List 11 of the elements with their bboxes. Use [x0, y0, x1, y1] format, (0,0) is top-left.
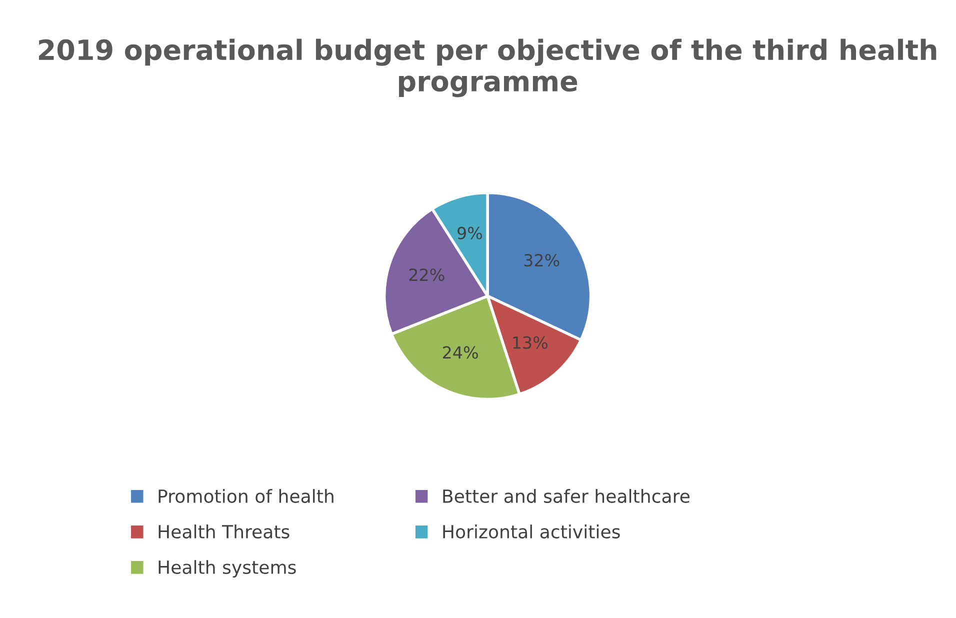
- legend-label: Better and safer healthcare: [443, 489, 690, 503]
- legend-label: Horizontal activities: [443, 524, 620, 539]
- legend-label: Health systems: [158, 560, 296, 578]
- data-label: 22%: [409, 268, 444, 282]
- data-label: 9%: [458, 226, 482, 240]
- data-label: 24%: [443, 346, 478, 359]
- data-label: 13%: [513, 336, 548, 349]
- data-label: 32%: [524, 254, 560, 267]
- legend-label: Promotion of health: [158, 489, 334, 503]
- legend-label: Health Threats: [158, 524, 290, 539]
- chart-title: 2019 operational budget per objective of the third health programme: [39, 38, 936, 98]
